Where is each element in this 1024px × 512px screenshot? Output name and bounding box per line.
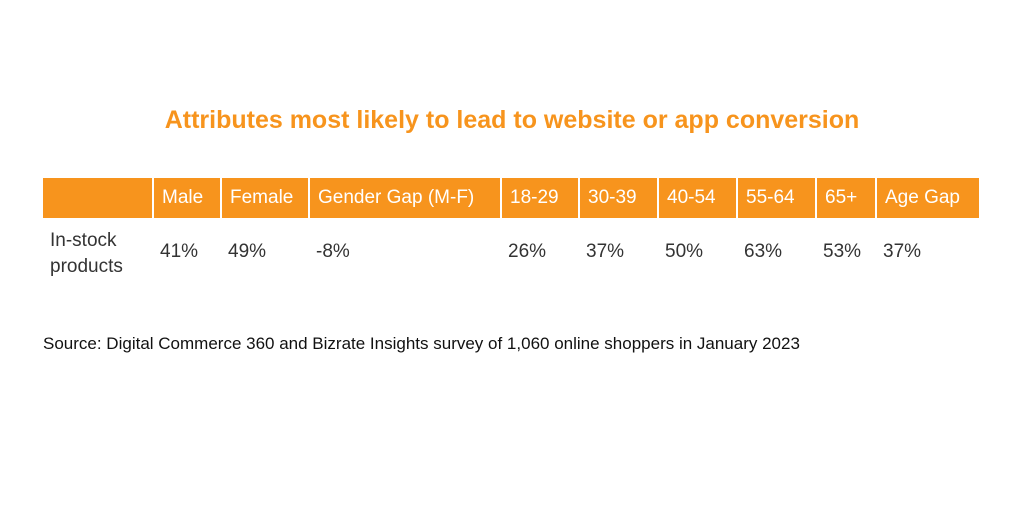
column-header: Age Gap (875, 178, 979, 218)
cell-value: 53% (823, 241, 862, 262)
cell-value: 41% (160, 241, 199, 262)
cell-value: 37% (883, 241, 922, 262)
cell-value: 37% (586, 241, 625, 262)
column-header: 55-64 (736, 178, 815, 218)
column-header: 30-39 (578, 178, 657, 218)
cell-value: 26% (508, 241, 547, 262)
cell-value: 63% (744, 241, 783, 262)
column-header: 40-54 (657, 178, 736, 218)
column-header: 18-29 (500, 178, 578, 218)
cell-value: -8% (316, 241, 350, 262)
cell-value: 49% (228, 241, 267, 262)
cell-value: 50% (665, 241, 704, 262)
column-header: 65+ (815, 178, 875, 218)
column-header: Gender Gap (M-F) (308, 178, 500, 218)
source: Source: Digital Commerce 360 and Bizrate… (43, 334, 800, 353)
row-label: In-stock products (50, 230, 123, 277)
title: Attributes most likely to lead to websit… (164, 106, 860, 134)
column-header: Male (152, 178, 220, 218)
header-blank-cell (43, 178, 152, 218)
column-header: Female (220, 178, 308, 218)
